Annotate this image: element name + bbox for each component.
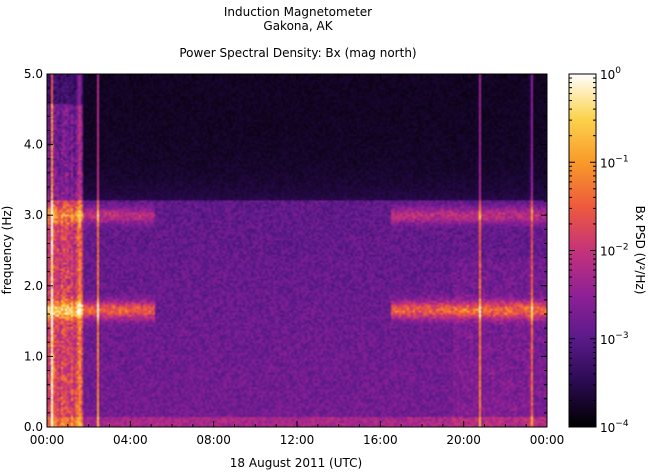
x-tick-label: 20:00: [446, 433, 481, 447]
chart-title-line-2: Gakona, AK: [263, 19, 333, 33]
y-axis-label: frequency (Hz): [0, 206, 14, 295]
colorbar-tick-label: 10−1: [600, 154, 629, 170]
x-tick-label: 00:00: [530, 433, 565, 447]
y-tick-label: 0.0: [24, 420, 43, 434]
spectrogram-plot-area: [46, 73, 548, 428]
y-axis: 0.0 1.0 2.0 3.0 4.0 5.0: [24, 67, 547, 434]
x-tick-label: 16:00: [363, 433, 398, 447]
x-axis-label: 18 August 2011 (UTC): [230, 456, 362, 470]
y-tick-label: 1.0: [24, 349, 43, 363]
chart-title-line-1: Induction Magnetometer: [224, 5, 372, 19]
y-tick-label: 4.0: [24, 138, 43, 152]
spectrogram-image: [47, 74, 547, 427]
colorbar-tick-label: 10−4: [600, 419, 629, 435]
y-tick-label: 2.0: [24, 279, 43, 293]
y-tick-label: 3.0: [24, 208, 43, 222]
x-tick-label: 04:00: [113, 433, 148, 447]
x-tick-label: 12:00: [280, 433, 315, 447]
chart-subtitle: Power Spectral Density: Bx (mag north): [179, 46, 416, 60]
colorbar-tick-label: 10−2: [600, 243, 629, 259]
x-tick-label: 08:00: [196, 433, 231, 447]
x-axis: 00:00 04:00 08:00 12:00 16:00 20:00 00:00: [30, 74, 565, 447]
y-tick-label: 5.0: [24, 67, 43, 81]
colorbar: 100 10−1 10−2 10−3 10−4 Bx PSD (V²/Hz): [568, 66, 647, 435]
colorbar-tick-label: 100: [600, 66, 621, 82]
colorbar-label: Bx PSD (V²/Hz): [633, 206, 647, 295]
colorbar-tick-label: 10−3: [600, 331, 629, 347]
colorbar-ticks: 100 10−1 10−2 10−3 10−4: [569, 66, 629, 435]
x-tick-label: 00:00: [30, 433, 65, 447]
